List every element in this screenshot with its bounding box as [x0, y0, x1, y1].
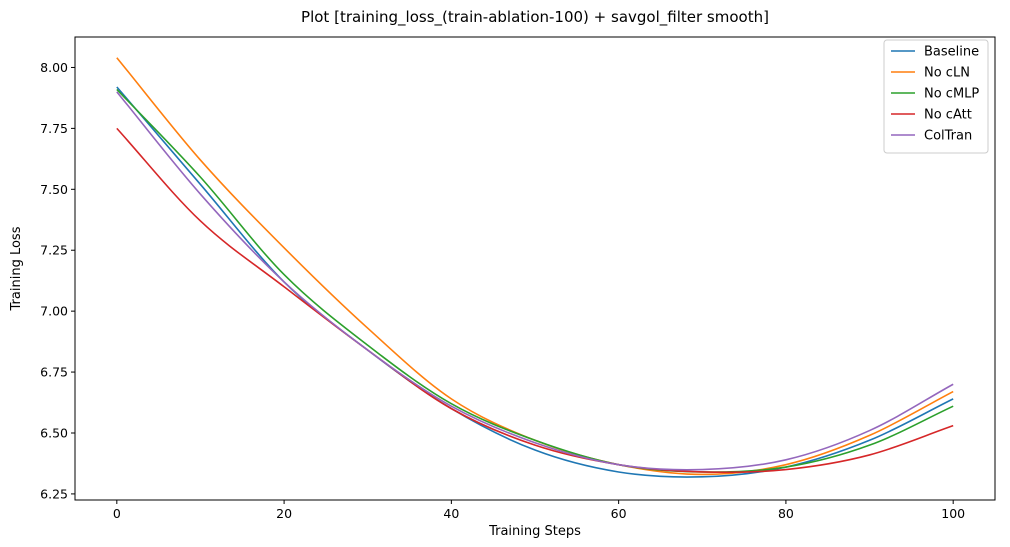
y-axis-label: Training Loss: [9, 226, 24, 311]
legend-label-no-cln: No cLN: [924, 66, 970, 81]
x-axis-label: Training Steps: [488, 524, 581, 539]
x-tick-label: 60: [611, 506, 627, 521]
legend-label-no-catt: No cAtt: [924, 108, 972, 123]
series-layer: [116, 57, 954, 478]
y-tick-label: 8.00: [40, 60, 68, 75]
plot-area-frame: [74, 36, 996, 501]
chart-title: Plot [training_loss_(train-ablation-100)…: [301, 8, 769, 27]
series-line-baseline: [116, 86, 954, 478]
legend-label-coltran: ColTran: [924, 129, 972, 144]
x-tick-label: 80: [778, 506, 794, 521]
series-line-no-catt: [116, 127, 954, 474]
y-tick-label: 6.50: [40, 425, 68, 440]
y-tick-label: 7.00: [40, 304, 68, 319]
x-tick-label: 20: [276, 506, 292, 521]
x-axis: 0 20 40 60 80 100: [113, 500, 965, 521]
y-tick-label: 6.75: [40, 365, 68, 380]
x-tick-label: 0: [113, 506, 121, 521]
legend-frame: [883, 39, 989, 154]
series-line-coltran: [116, 91, 954, 471]
x-tick-label: 40: [443, 506, 459, 521]
y-tick-label: 7.25: [40, 243, 68, 258]
x-tick-label: 100: [941, 506, 965, 521]
legend-label-baseline: Baseline: [924, 45, 979, 60]
series-line-no-cmlp: [116, 88, 954, 473]
y-tick-label: 6.25: [40, 486, 68, 501]
series-line-no-cln: [116, 57, 954, 476]
y-axis: 6.25 6.50 6.75 7.00 7.25 7.50 7.75 8.00: [40, 60, 75, 501]
y-tick-label: 7.75: [40, 121, 68, 136]
legend-label-no-cmlp: No cMLP: [924, 87, 979, 102]
y-tick-label: 7.50: [40, 182, 68, 197]
legend: Baseline No cLN No cMLP No cAtt ColTran: [883, 39, 989, 154]
